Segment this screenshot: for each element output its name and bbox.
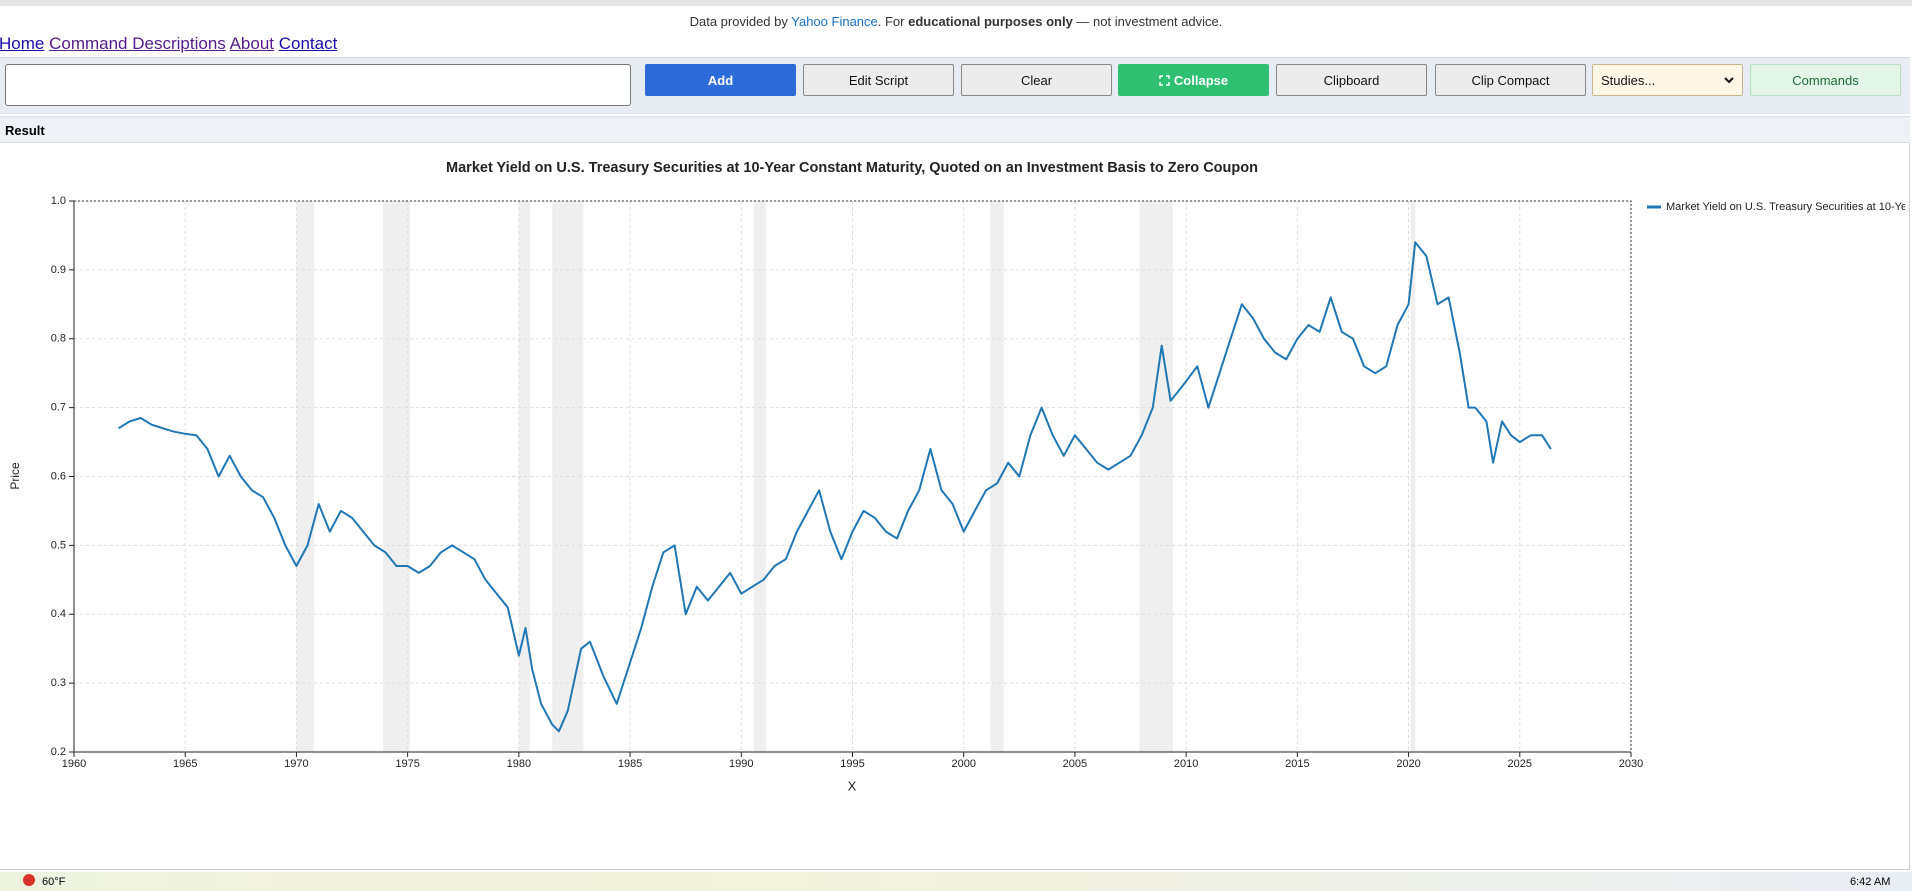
y-tick-label: 0.2 <box>51 746 66 758</box>
weather: 60°F <box>42 876 66 888</box>
series-line <box>117 241 1552 733</box>
button-label: Clip Compact <box>1471 72 1550 88</box>
y-tick-label: 0.9 <box>51 264 66 276</box>
y-tick-label: 0.6 <box>51 470 66 482</box>
button-label: Clipboard <box>1323 72 1380 88</box>
x-tick-label: 2030 <box>1619 758 1643 770</box>
legend-label: Market Yield on U.S. Treasury Securities… <box>1666 201 1905 213</box>
nav-link[interactable]: Home <box>0 34 45 53</box>
x-tick-label: 1965 <box>173 758 197 770</box>
nav-link[interactable]: About <box>229 34 275 53</box>
y-axis-label: Price <box>8 462 22 490</box>
button-label: Collapse <box>1173 72 1229 88</box>
nav: Home Command Descriptions About Contact <box>0 34 337 54</box>
nav-link[interactable]: Contact <box>278 34 338 53</box>
x-tick-label: 1980 <box>507 758 531 770</box>
x-tick-label: 2015 <box>1285 758 1309 770</box>
notice-text: . For <box>877 14 909 29</box>
button-label: Edit Script <box>848 72 909 88</box>
browser-edge <box>0 0 1912 6</box>
notice-bold: educational purposes only <box>908 14 1073 29</box>
x-axis-label: X <box>848 778 857 793</box>
notice: Data provided by Yahoo Finance. For educ… <box>0 14 1912 29</box>
commands-button[interactable]: Commands <box>1750 64 1901 96</box>
toolbar: Add Edit Script Clear Collapse Clipboard… <box>0 57 1910 114</box>
notice-link[interactable]: Yahoo Finance <box>791 14 878 29</box>
x-tick-label: 1995 <box>840 758 864 770</box>
chevron <box>1724 76 1734 83</box>
weather-badge <box>23 874 35 886</box>
x-tick-label: 1970 <box>284 758 308 770</box>
notice-text: Data provided by <box>689 14 792 29</box>
x-tick-label: 2000 <box>951 758 975 770</box>
collapse-button[interactable]: Collapse <box>1118 64 1269 96</box>
chart-title: Market Yield on U.S. Treasury Securities… <box>446 160 1258 176</box>
edit-script-button[interactable]: Edit Script <box>803 64 954 96</box>
taskbar: 60°F 6:42 AM <box>0 872 1912 891</box>
x-tick-label: 2005 <box>1063 758 1087 770</box>
button-label: Commands <box>1792 72 1859 88</box>
y-tick-label: 0.5 <box>51 539 66 551</box>
button-label: Clear <box>1020 72 1053 88</box>
y-tick-label: 0.4 <box>51 608 66 620</box>
x-tick-label: 1985 <box>618 758 642 770</box>
command-input[interactable] <box>5 64 631 106</box>
y-tick-label: 0.3 <box>51 677 66 689</box>
result-header: Result <box>0 116 1910 143</box>
recession-band <box>296 201 315 752</box>
nav-link[interactable]: Command Descriptions <box>49 34 226 53</box>
clear-button[interactable]: Clear <box>961 64 1112 96</box>
clipboard-button[interactable]: Clipboard <box>1276 64 1427 96</box>
notice-text: — not investment advice. <box>1072 14 1223 29</box>
y-tick-label: 0.8 <box>51 333 66 345</box>
clock: 6:42 AM <box>1850 876 1891 888</box>
x-tick-label: 1960 <box>62 758 86 770</box>
collapse-icon <box>1159 74 1170 86</box>
studies-select[interactable]: Studies... <box>1592 64 1743 96</box>
result-panel <box>0 143 1910 870</box>
button-label: Add <box>707 72 734 88</box>
x-tick-label: 2025 <box>1508 758 1532 770</box>
y-tick-label: 1.0 <box>51 195 66 207</box>
y-tick-label: 0.7 <box>51 402 66 414</box>
add-button[interactable]: Add <box>645 64 796 96</box>
x-tick-label: 1975 <box>395 758 419 770</box>
select-label: Studies... <box>1601 72 1656 88</box>
chart: Market Yield on U.S. Treasury Securities… <box>8 160 1905 794</box>
x-tick-label: 2010 <box>1174 758 1198 770</box>
x-tick-label: 2020 <box>1396 758 1420 770</box>
x-tick-label: 1990 <box>729 758 753 770</box>
clip-compact-button[interactable]: Clip Compact <box>1435 64 1586 96</box>
